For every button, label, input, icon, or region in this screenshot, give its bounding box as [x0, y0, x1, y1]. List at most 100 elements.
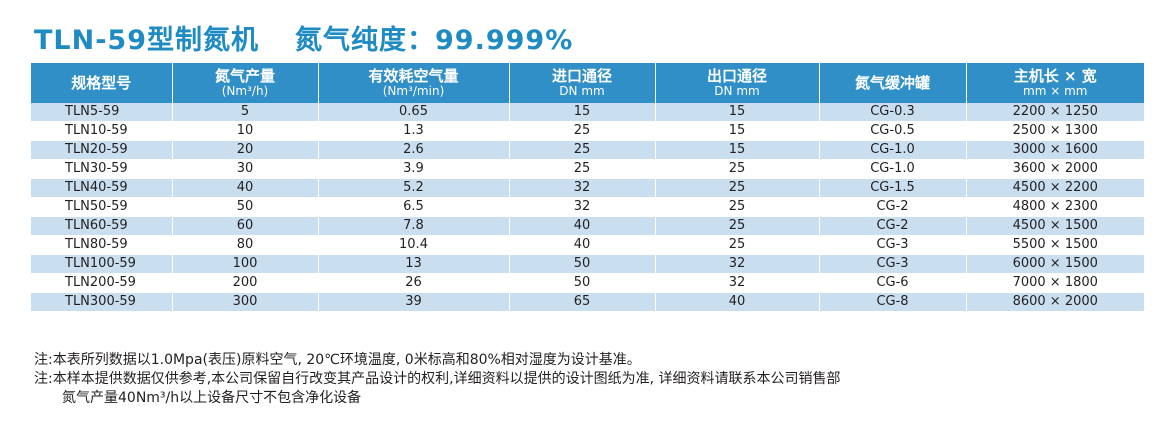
- table-cell: CG-1.5: [819, 178, 967, 198]
- table-cell: 32: [655, 254, 820, 274]
- table-cell: 25: [655, 235, 820, 255]
- table-cell: 0.65: [318, 103, 510, 122]
- table-row: TLN40-59 40 5.2 32 25 CG-1.5 4500 × 2200: [31, 178, 1144, 198]
- table-cell: TLN50-59: [31, 197, 173, 217]
- table-cell: TLN200-59: [31, 273, 173, 293]
- table-cell: 40: [172, 178, 319, 198]
- table-row: TLN10-59 10 1.3 25 15 CG-0.5 2500 × 1300: [31, 121, 1144, 141]
- table-cell: 40: [509, 235, 656, 255]
- table-cell: TLN20-59: [31, 140, 173, 160]
- table-cell: 50: [509, 254, 656, 274]
- table-cell: 25: [509, 121, 656, 141]
- table-cell: 7000 × 1800: [966, 273, 1144, 293]
- table-cell: 25: [655, 178, 820, 198]
- table-body: TLN5-59 5 0.65 15 15 CG-0.3 2200 × 1250 TLN10-5…: [31, 103, 1144, 312]
- table-cell: 25: [509, 159, 656, 179]
- page-title: TLN-59型制氮机 氮气纯度：99.999%: [34, 18, 573, 57]
- note-disclaimer: 注:本样本提供数据仅供参考,本公司保留自行改变其产品设计的权利,详细资料以提供的…: [34, 371, 841, 387]
- table-cell: TLN5-59: [31, 103, 173, 122]
- table-cell: CG-3: [819, 235, 967, 255]
- table-cell: TLN100-59: [31, 254, 173, 274]
- table-cell: TLN10-59: [31, 121, 173, 141]
- table-cell: 60: [172, 216, 319, 236]
- table-cell: 4500 × 2200: [966, 178, 1144, 198]
- table-cell: 8600 × 2000: [966, 292, 1144, 312]
- table-cell: 25: [655, 197, 820, 217]
- table-cell: CG-2: [819, 197, 967, 217]
- header-nitrogen-output: 氮气产量 (Nm³/h): [172, 63, 319, 103]
- header-inlet-diameter: 进口通径 DN mm: [509, 63, 656, 103]
- table-cell: 13: [318, 254, 510, 274]
- table-cell: CG-8: [819, 292, 967, 312]
- table-cell: 5500 × 1500: [966, 235, 1144, 255]
- table-cell: 15: [655, 140, 820, 160]
- spec-table: 规格型号 氮气产量 (Nm³/h) 有效耗空气量 (Nm³/min) 进口通径 DN …: [31, 63, 1144, 312]
- header-dimensions: 主机长 × 宽 mm × mm: [966, 63, 1144, 103]
- table-cell: 39: [318, 292, 510, 312]
- header-model: 规格型号: [31, 63, 173, 103]
- table-cell: 4800 × 2300: [966, 197, 1144, 217]
- table-cell: 200: [172, 273, 319, 293]
- table-cell: 15: [655, 103, 820, 122]
- table-row: TLN50-59 50 6.5 32 25 CG-2 4800 × 2300: [31, 197, 1144, 217]
- table-cell: 25: [509, 140, 656, 160]
- table-row: TLN60-59 60 7.8 40 25 CG-2 4500 × 1500: [31, 216, 1144, 236]
- table-cell: 30: [172, 159, 319, 179]
- table-cell: 2.6: [318, 140, 510, 160]
- header-air-consumption: 有效耗空气量 (Nm³/min): [318, 63, 510, 103]
- table-cell: 10.4: [318, 235, 510, 255]
- table-row: TLN20-59 20 2.6 25 15 CG-1.0 3000 × 1600: [31, 140, 1144, 160]
- title-model: TLN-59型制氮机: [34, 25, 259, 56]
- note-design-basis: 注:本表所列数据以1.0Mpa(表压)原料空气, 20℃环境温度, 0米标高和8…: [34, 352, 641, 368]
- table-header-row: 规格型号 氮气产量 (Nm³/h) 有效耗空气量 (Nm³/min) 进口通径 DN …: [31, 63, 1144, 103]
- table-cell: 32: [509, 197, 656, 217]
- table-cell: CG-1.0: [819, 140, 967, 160]
- table-row: TLN80-59 80 10.4 40 25 CG-3 5500 × 1500: [31, 235, 1144, 255]
- table-cell: 80: [172, 235, 319, 255]
- table-cell: 32: [655, 273, 820, 293]
- table-cell: 2200 × 1250: [966, 103, 1144, 122]
- table-cell: CG-0.5: [819, 121, 967, 141]
- table-cell: 3600 × 2000: [966, 159, 1144, 179]
- table-cell: TLN80-59: [31, 235, 173, 255]
- table-cell: TLN60-59: [31, 216, 173, 236]
- table-cell: 15: [655, 121, 820, 141]
- table-cell: 4500 × 1500: [966, 216, 1144, 236]
- table-cell: CG-3: [819, 254, 967, 274]
- table-cell: 2500 × 1300: [966, 121, 1144, 141]
- table-cell: TLN30-59: [31, 159, 173, 179]
- table-cell: 40: [655, 292, 820, 312]
- table-cell: 15: [509, 103, 656, 122]
- table-cell: CG-6: [819, 273, 967, 293]
- table-row: TLN30-59 30 3.9 25 25 CG-1.0 3600 × 2000: [31, 159, 1144, 179]
- title-purity: 氮气纯度：99.999%: [295, 25, 574, 56]
- header-outlet-diameter: 出口通径 DN mm: [655, 63, 820, 103]
- table-cell: 25: [655, 216, 820, 236]
- note-purification: 氮气产量40Nm³/h以上设备尺寸不包含净化设备: [62, 390, 362, 406]
- table-cell: TLN300-59: [31, 292, 173, 312]
- table-cell: CG-1.0: [819, 159, 967, 179]
- table-cell: 100: [172, 254, 319, 274]
- table-cell: 50: [509, 273, 656, 293]
- table-cell: 5: [172, 103, 319, 122]
- table-row: TLN200-59 200 26 50 32 CG-6 7000 × 1800: [31, 273, 1144, 293]
- table-cell: 1.3: [318, 121, 510, 141]
- table-cell: 3.9: [318, 159, 510, 179]
- table-cell: CG-0.3: [819, 103, 967, 122]
- table-cell: 6.5: [318, 197, 510, 217]
- notes: 注:本表所列数据以1.0Mpa(表压)原料空气, 20℃环境温度, 0米标高和8…: [34, 351, 841, 408]
- table-row: TLN5-59 5 0.65 15 15 CG-0.3 2200 × 1250: [31, 103, 1144, 122]
- table-row: TLN300-59 300 39 65 40 CG-8 8600 × 2000: [31, 292, 1144, 312]
- table-cell: 40: [509, 216, 656, 236]
- table-cell: 32: [509, 178, 656, 198]
- table-cell: CG-2: [819, 216, 967, 236]
- table-cell: 26: [318, 273, 510, 293]
- table-cell: 20: [172, 140, 319, 160]
- header-buffer-tank: 氮气缓冲罐: [819, 63, 967, 103]
- table-cell: 65: [509, 292, 656, 312]
- table-cell: 25: [655, 159, 820, 179]
- table-cell: TLN40-59: [31, 178, 173, 198]
- table-cell: 10: [172, 121, 319, 141]
- table-cell: 3000 × 1600: [966, 140, 1144, 160]
- table-cell: 300: [172, 292, 319, 312]
